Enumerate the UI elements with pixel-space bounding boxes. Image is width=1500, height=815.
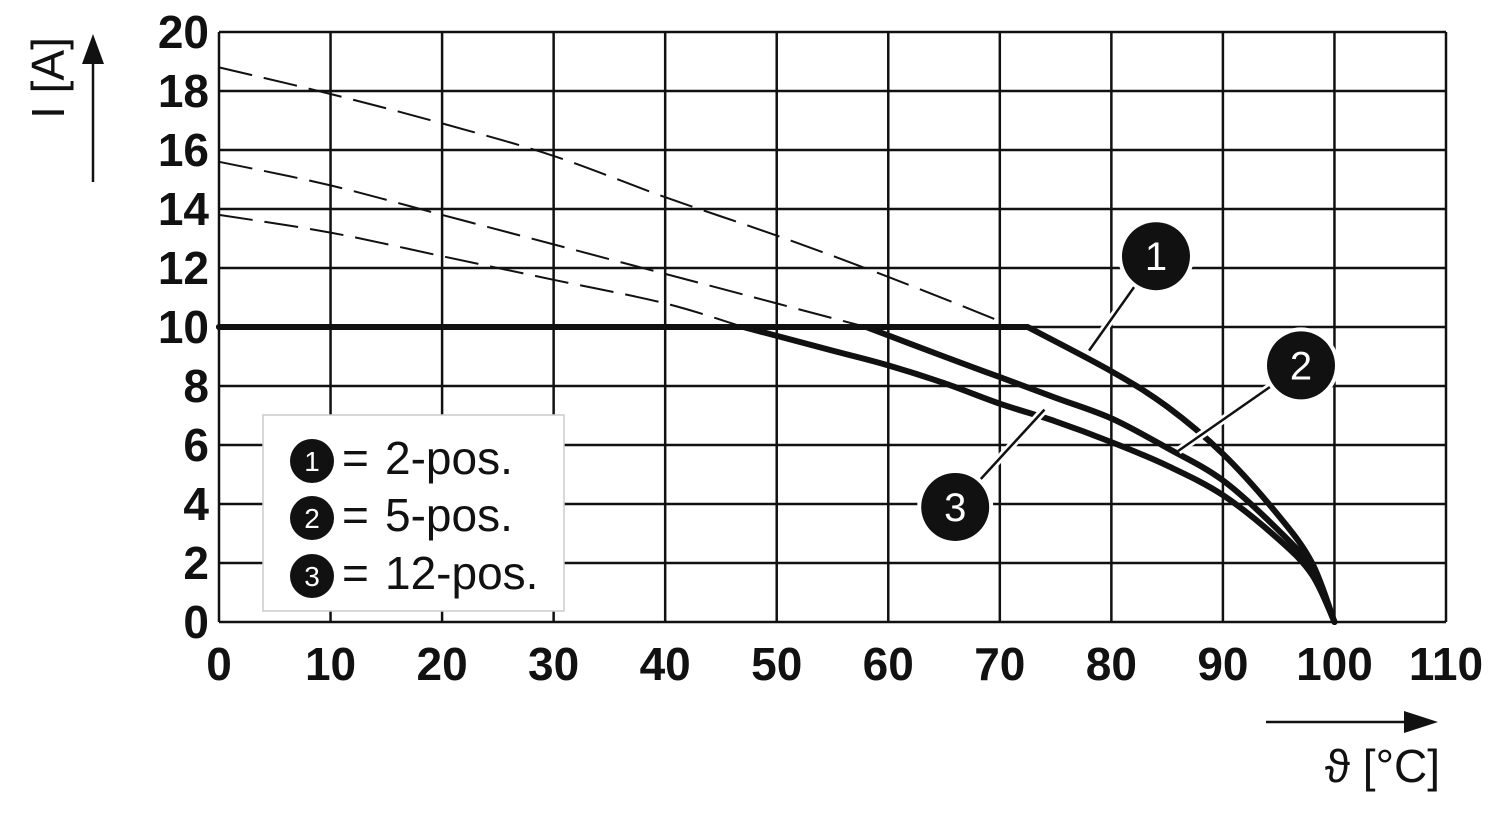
y-axis-tick-labels: 0 2 4 6 8 10 12 14 16 18 20 — [158, 6, 210, 648]
curve-series-3 — [216, 324, 1338, 625]
legend-marker-3 — [290, 554, 334, 598]
y-axis-title: I [A] — [22, 37, 74, 119]
curve-callouts: 1 2 3 — [917, 218, 1339, 545]
x-axis-title: ϑ [°C] — [1325, 740, 1440, 792]
dashed-line-series-2 — [218, 160, 867, 328]
legend-marker-1-number: 1 — [304, 446, 320, 477]
legend-marker-1 — [290, 439, 334, 483]
x-axis-tick-labels: 0 10 20 30 40 50 60 70 80 90 100 110 — [206, 638, 1483, 690]
legend-equals-1: = — [342, 432, 369, 484]
x-tick-label-9: 90 — [1197, 638, 1248, 690]
legend-item-2: 2 = 5-pos. — [290, 489, 513, 541]
y-tick-label-0: 0 — [183, 596, 209, 648]
callout-marker-2 — [1266, 331, 1335, 400]
legend-marker-2 — [290, 496, 334, 540]
legend-equals-3: = — [342, 547, 369, 599]
y-tick-label-10: 20 — [158, 6, 209, 58]
y-tick-label-6: 12 — [158, 242, 209, 294]
callout-marker-1 — [1121, 222, 1190, 291]
x-tick-label-3: 30 — [528, 638, 579, 690]
legend-label-3: 12-pos. — [385, 547, 538, 599]
x-tick-label-4: 40 — [640, 638, 691, 690]
x-axis-arrow-head — [1404, 711, 1438, 733]
y-tick-label-1: 2 — [183, 537, 209, 589]
x-tick-label-11: 110 — [1409, 638, 1483, 690]
callout-marker-number-3: 3 — [944, 486, 966, 530]
y-tick-label-7: 14 — [158, 183, 210, 235]
legend-marker-3-number: 3 — [304, 561, 320, 592]
curve-series-1 — [216, 324, 1338, 625]
y-tick-label-4: 8 — [183, 360, 209, 412]
legend-label-1: 2-pos. — [385, 432, 513, 484]
dashed-line-series-1 — [218, 66, 1001, 323]
dashed-line-series-3 — [218, 213, 744, 328]
y-tick-label-5: 10 — [158, 301, 209, 353]
y-tick-label-9: 18 — [158, 65, 209, 117]
y-tick-label-8: 16 — [158, 124, 209, 176]
y-tick-label-2: 4 — [183, 478, 209, 530]
x-tick-label-8: 80 — [1086, 638, 1137, 690]
dashed-extension-lines — [218, 66, 1001, 328]
derating-curves — [216, 324, 1338, 625]
legend-item-3: 3 = 12-pos. — [290, 547, 538, 599]
x-axis-title-group: ϑ [°C] — [1266, 711, 1440, 792]
legend-equals-2: = — [342, 489, 369, 541]
x-tick-label-0: 0 — [206, 638, 232, 690]
legend-label-2: 5-pos. — [385, 489, 513, 541]
y-axis-arrow-head — [82, 34, 104, 64]
y-tick-label-3: 6 — [183, 419, 209, 471]
legend: 1 = 2-pos. 2 = 5-pos. 3 = 12-pos. — [262, 414, 565, 612]
x-tick-label-10: 100 — [1296, 638, 1373, 690]
x-tick-label-5: 50 — [751, 638, 802, 690]
x-tick-label-2: 20 — [417, 638, 468, 690]
legend-marker-2-number: 2 — [304, 503, 320, 534]
callout-marker-number-1: 1 — [1145, 235, 1167, 279]
legend-item-1: 1 = 2-pos. — [290, 432, 513, 484]
y-axis-title-group: I [A] — [22, 34, 104, 182]
x-tick-label-7: 70 — [974, 638, 1025, 690]
x-tick-label-6: 60 — [863, 638, 914, 690]
callout-marker-number-2: 2 — [1290, 344, 1312, 388]
callout-marker-3 — [921, 472, 990, 541]
curve-series-2 — [216, 324, 1338, 625]
x-tick-label-1: 10 — [305, 638, 356, 690]
